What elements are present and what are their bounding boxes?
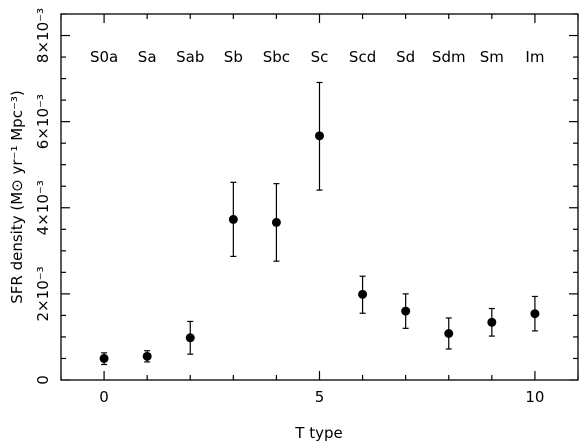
category-label: S0a	[90, 48, 118, 66]
category-label: Sm	[480, 48, 504, 66]
x-tick-label: 5	[315, 388, 325, 406]
data-point	[487, 317, 497, 327]
y-tick-label: 8×10⁻³	[34, 8, 52, 63]
data-point	[271, 217, 281, 227]
data-point	[315, 131, 324, 141]
x-tick-label: 0	[99, 388, 109, 406]
category-label: Sbc	[263, 48, 290, 66]
category-label: Sab	[176, 48, 204, 66]
category-label: Im	[525, 48, 544, 66]
data-point	[142, 351, 152, 361]
y-tick-label: 0	[34, 375, 52, 385]
data-point	[185, 333, 195, 343]
category-label: Scd	[349, 48, 376, 66]
y-tick-label: 6×10⁻³	[34, 94, 52, 149]
data-point	[530, 309, 540, 319]
y-tick-label: 2×10⁻³	[34, 266, 52, 321]
data-markers	[99, 81, 540, 366]
data-point	[228, 214, 238, 224]
data-point	[401, 306, 411, 316]
category-labels: S0a Sa Sab Sb Sbc Sc Scd Sd Sdm Sm Im	[90, 48, 544, 66]
category-label: Sb	[224, 48, 243, 66]
y-axis-ticks: 0 2×10⁻³ 4×10⁻³ 6×10⁻³ 8×10⁻³	[34, 8, 578, 385]
y-axis-title: SFR density (M⊙ yr⁻¹ Mpc⁻³)	[8, 90, 26, 303]
x-tick-label: 10	[525, 388, 544, 406]
x-axis-ticks: 0 5 10	[60, 14, 579, 406]
category-label: Sd	[396, 48, 415, 66]
y-tick-label: 4×10⁻³	[34, 180, 52, 235]
data-point	[358, 289, 368, 299]
category-label: Sc	[311, 48, 329, 66]
data-point	[99, 353, 109, 363]
category-label: Sdm	[432, 48, 466, 66]
plot-frame	[60, 13, 579, 381]
category-label: Sa	[138, 48, 157, 66]
data-point	[444, 328, 454, 338]
x-axis-title: T type	[294, 424, 342, 442]
